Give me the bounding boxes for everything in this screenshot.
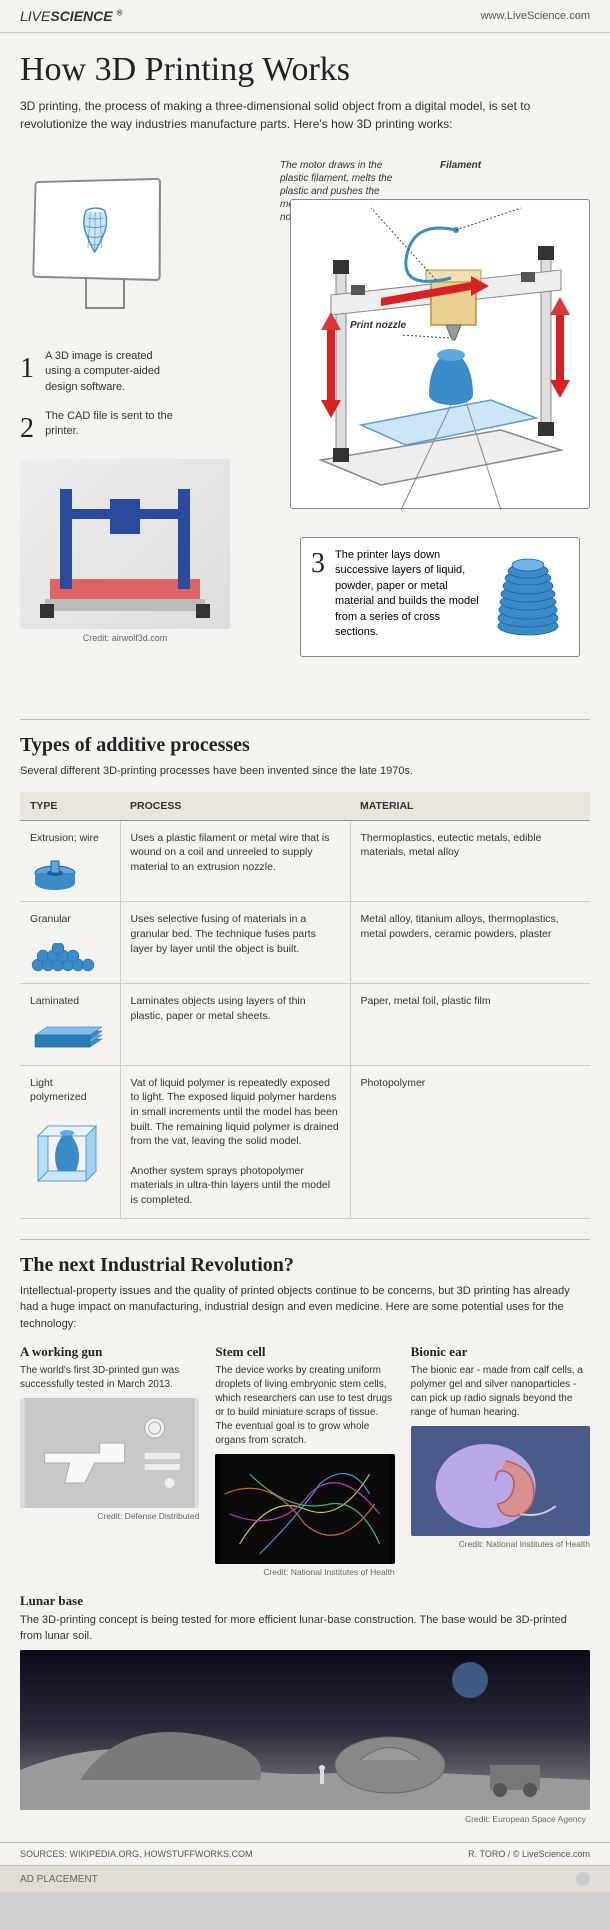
- material-laminated: Paper, metal foil, plastic film: [350, 983, 590, 1065]
- printer-photo: Credit: airwolf3d.com: [20, 459, 230, 639]
- app-gun-text: The world's first 3D-printed gun was suc…: [20, 1364, 199, 1392]
- process-laminated: Laminates objects using layers of thin p…: [120, 983, 350, 1065]
- type-laminated: Laminated: [30, 994, 110, 1009]
- page-title: How 3D Printing Works: [0, 33, 610, 97]
- sources-row: SOURCES: WIKIPEDIA.ORG, HOWSTUFFWORKS.CO…: [0, 1842, 610, 1866]
- printer-schematic: [290, 199, 590, 509]
- revolution-intro: Intellectual-property issues and the qua…: [0, 1283, 610, 1345]
- lunar-section: Lunar base The 3D-printing concept is be…: [0, 1593, 610, 1644]
- table-row: Extrusion; wire Uses a plastic filament …: [20, 820, 590, 902]
- material-light: Photopolymer: [350, 1065, 590, 1218]
- layered-cylinder-icon: [493, 548, 563, 638]
- processes-intro: Several different 3D-printing processes …: [0, 763, 610, 792]
- logo-live: LIVE: [20, 8, 50, 24]
- process-extrusion: Uses a plastic filament or metal wire th…: [120, 820, 350, 902]
- app-bionicear-title: Bionic ear: [411, 1344, 590, 1360]
- author-text: R. TORO / © LiveScience.com: [468, 1849, 590, 1859]
- header-url: www.LiveScience.com: [481, 10, 590, 22]
- material-granular: Metal alloy, titanium alloys, thermoplas…: [350, 902, 590, 984]
- lunar-title: Lunar base: [20, 1593, 590, 1609]
- app-bionicear: Bionic ear The bionic ear - made from ca…: [411, 1344, 590, 1577]
- laminated-icon: [30, 1015, 110, 1055]
- annotation-filament: Filament: [440, 159, 481, 172]
- col-type: TYPE: [20, 792, 120, 821]
- app-stemcell-image: [215, 1454, 394, 1564]
- material-extrusion: Thermoplastics, eutectic metals, edible …: [350, 820, 590, 902]
- app-stemcell-title: Stem cell: [215, 1344, 394, 1360]
- annotation-nozzle: Print nozzle: [350, 319, 406, 332]
- processes-table: TYPE PROCESS MATERIAL Extrusion; wire Us…: [20, 792, 590, 1219]
- step-1-num: 1: [20, 349, 34, 388]
- pagination-dot: [576, 1872, 590, 1886]
- extrusion-icon: [30, 851, 110, 891]
- monitor-diagram: [30, 179, 180, 309]
- table-header-row: TYPE PROCESS MATERIAL: [20, 792, 590, 821]
- vase-icon: [75, 204, 115, 254]
- app-bionicear-text: The bionic ear - made from calf cells, a…: [411, 1364, 590, 1420]
- step-3-num: 3: [311, 548, 325, 646]
- ad-placement-label: AD PLACEMENT: [20, 1874, 98, 1885]
- type-granular: Granular: [30, 912, 110, 927]
- step-3-box: 3 The printer lays down successive layer…: [300, 537, 580, 657]
- app-stemcell-credit: Credit: National Institutes of Health: [215, 1567, 394, 1577]
- app-gun: A working gun The world's first 3D-print…: [20, 1344, 199, 1577]
- col-material: MATERIAL: [350, 792, 590, 821]
- diagram-area: The motor draws in the plastic filament,…: [0, 149, 610, 709]
- ad-row: AD PLACEMENT: [0, 1866, 610, 1892]
- process-granular: Uses selective fusing of materials in a …: [120, 902, 350, 984]
- header-bar: LIVESCIENCE ® www.LiveScience.com: [0, 0, 610, 33]
- intro-text: 3D printing, the process of making a thr…: [0, 97, 610, 149]
- app-bionicear-image: [411, 1426, 590, 1536]
- granular-icon: [30, 933, 110, 973]
- col-process: PROCESS: [120, 792, 350, 821]
- process-light: Vat of liquid polymer is repeatedly expo…: [120, 1065, 350, 1218]
- step-2-num: 2: [20, 409, 34, 448]
- logo-science: SCIENCE: [50, 8, 112, 24]
- step-3-text: The printer lays down successive layers …: [335, 548, 485, 646]
- infographic-page: LIVESCIENCE ® www.LiveScience.com How 3D…: [0, 0, 610, 1892]
- table-row: Granular Uses selective fusing of materi…: [20, 902, 590, 984]
- sources-text: SOURCES: WIKIPEDIA.ORG, HOWSTUFFWORKS.CO…: [20, 1849, 253, 1859]
- lunar-image: [20, 1650, 590, 1810]
- revolution-title: The next Industrial Revolution?: [0, 1254, 610, 1283]
- lunar-text: The 3D-printing concept is being tested …: [20, 1613, 590, 1644]
- step-2: 2 The CAD file is sent to the printer.: [20, 409, 175, 448]
- app-bionicear-credit: Credit: National Institutes of Health: [411, 1539, 590, 1549]
- app-stemcell: Stem cell The device works by creating u…: [215, 1344, 394, 1577]
- step-1-text: A 3D image is created using a computer-a…: [45, 349, 175, 395]
- step-2-text: The CAD file is sent to the printer.: [45, 409, 175, 440]
- separator: [20, 1239, 590, 1240]
- type-extrusion: Extrusion; wire: [30, 831, 110, 846]
- step-1: 1 A 3D image is created using a computer…: [20, 349, 175, 395]
- app-stemcell-text: The device works by creating uniform dro…: [215, 1364, 394, 1448]
- applications-row: A working gun The world's first 3D-print…: [0, 1344, 610, 1593]
- processes-title: Types of additive processes: [0, 734, 610, 763]
- logo: LIVESCIENCE ®: [20, 8, 122, 24]
- app-gun-credit: Credit: Defense Distributed: [20, 1511, 199, 1521]
- table-row: Light polymerized Vat of liquid polymer …: [20, 1065, 590, 1218]
- separator: [20, 719, 590, 720]
- app-gun-image: [20, 1398, 199, 1508]
- lunar-credit: Credit: European Space Agency: [0, 1814, 610, 1834]
- type-light: Light polymerized: [30, 1076, 110, 1105]
- printer-photo-credit: Credit: airwolf3d.com: [20, 633, 230, 643]
- light-polymerized-icon: [30, 1111, 110, 1191]
- app-gun-title: A working gun: [20, 1344, 199, 1360]
- table-row: Laminated Laminates objects using layers…: [20, 983, 590, 1065]
